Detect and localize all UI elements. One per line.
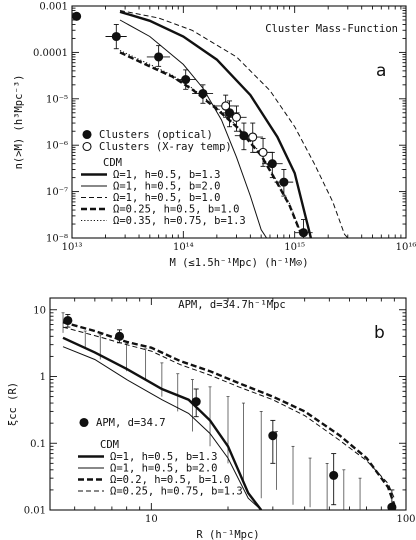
x-axis-label: M (≤1.5h⁻¹Mpc) (h⁻¹M⊙) xyxy=(169,257,308,269)
legend-marker xyxy=(82,129,92,140)
series-line-3 xyxy=(62,326,395,499)
y-tick-label: 0.01 xyxy=(24,506,46,517)
data-point-open xyxy=(231,112,242,122)
legend-marker xyxy=(79,417,89,428)
y-tick-label: 10⁻⁷ xyxy=(46,187,68,198)
panel-label: a xyxy=(376,61,386,81)
chart-title: Cluster Mass-Function xyxy=(265,23,398,35)
data-point-open xyxy=(248,132,258,142)
series-line-1 xyxy=(62,346,262,510)
y-axis-label: n(>M) (h³Mpc⁻³) xyxy=(13,75,25,170)
x-tick-label: 10¹⁶ xyxy=(396,242,416,253)
data-point-filled xyxy=(268,431,278,441)
y-tick-label: 0.1 xyxy=(30,439,46,450)
series-line-2 xyxy=(119,10,349,238)
panel-b-correlation-function: 10 100 10 1 0.1 0.01 R (h⁻¹Mpc) ξcc (R) APM, d=3… xyxy=(7,297,416,540)
y-tick-label: 10 xyxy=(33,305,46,316)
legend-title: CDM xyxy=(100,439,119,451)
plot-frame xyxy=(71,5,407,239)
legend-entry-series: Ω=1, h=0.5, b=1.3 xyxy=(110,451,217,463)
y-tick-label: 10⁻⁸ xyxy=(46,234,68,245)
data-point-filled xyxy=(154,52,164,62)
series-line-0 xyxy=(119,10,313,238)
x-tick-label: 100 xyxy=(396,514,415,525)
legend-entry-series: Ω=0.25, h=0.5, b=1.0 xyxy=(113,204,239,216)
data-area xyxy=(72,10,349,238)
legend-entry-points: APM, d=34.7 xyxy=(96,417,166,429)
y-tick-label: 10⁻⁶ xyxy=(46,141,68,152)
y-tick-label: 0.0001 xyxy=(33,48,68,59)
legend-title: CDM xyxy=(103,157,122,169)
data-point-filled xyxy=(72,11,82,21)
x-axis-label: R (h⁻¹Mpc) xyxy=(196,529,259,540)
y-tick-label: 10⁻⁵ xyxy=(46,94,68,105)
y-tick-label: 0.001 xyxy=(39,2,68,13)
x-tick-label: 10¹⁵ xyxy=(284,242,305,253)
legend-entry-series: Ω=1, h=0.5, b=1.0 xyxy=(113,192,220,204)
legend-entry-points: Clusters (optical) xyxy=(99,129,213,141)
data-point-filled xyxy=(111,31,121,42)
chart-title: APM, d=34.7h⁻¹Mpc xyxy=(178,299,285,311)
legend-entry-series: Ω=1, h=0.5, b=2.0 xyxy=(113,181,220,193)
y-axis-label: ξcc (R) xyxy=(7,382,19,426)
data-point-filled xyxy=(329,470,339,480)
series-line-2 xyxy=(62,321,396,506)
panel-label: b xyxy=(374,323,385,343)
data-point-filled xyxy=(387,502,397,510)
series-line-0 xyxy=(62,336,263,510)
x-tick-label: 10¹⁴ xyxy=(173,242,194,253)
data-area xyxy=(61,312,397,510)
data-point-filled xyxy=(191,397,201,407)
legend-entry-points: Clusters (X-ray temp) xyxy=(99,141,232,153)
data-point-filled xyxy=(198,88,208,99)
legend-entry-series: Ω=1, h=0.5, b=2.0 xyxy=(110,463,217,475)
legend-entry-series: Ω=0.25, h=0.75, b=1.3 xyxy=(110,486,243,498)
legend: Clusters (optical)Clusters (X-ray temp) C… xyxy=(81,129,246,227)
x-tick-label: 10 xyxy=(145,514,158,525)
data-point-open xyxy=(221,101,231,111)
data-point-filled xyxy=(239,131,249,141)
y-tick-label: 1 xyxy=(40,372,46,383)
data-point-open xyxy=(258,147,268,157)
legend-entry-series: Ω=1, h=0.5, b=1.3 xyxy=(113,169,220,181)
panel-a-mass-function: 10¹³ 10¹⁴ 10¹⁵ 10¹⁶ 0.001 0.0001 10⁻⁵ 10⁻⁶ 10⁻⁷ 1… xyxy=(13,2,416,270)
legend-marker xyxy=(82,141,92,152)
x-tick-label: 10¹³ xyxy=(62,242,83,253)
data-point-filled xyxy=(114,331,125,341)
data-point-filled xyxy=(298,228,309,238)
data-point-filled xyxy=(279,177,289,187)
legend-entry-series: Ω=0.35, h=0.75, b=1.3 xyxy=(113,215,246,227)
data-point-filled xyxy=(267,159,277,169)
legend-entry-series: Ω=0.2, h=0.5, b=1.0 xyxy=(110,474,230,486)
data-point-filled xyxy=(181,74,191,85)
data-point-filled xyxy=(63,315,73,326)
series-line-4 xyxy=(119,50,305,238)
